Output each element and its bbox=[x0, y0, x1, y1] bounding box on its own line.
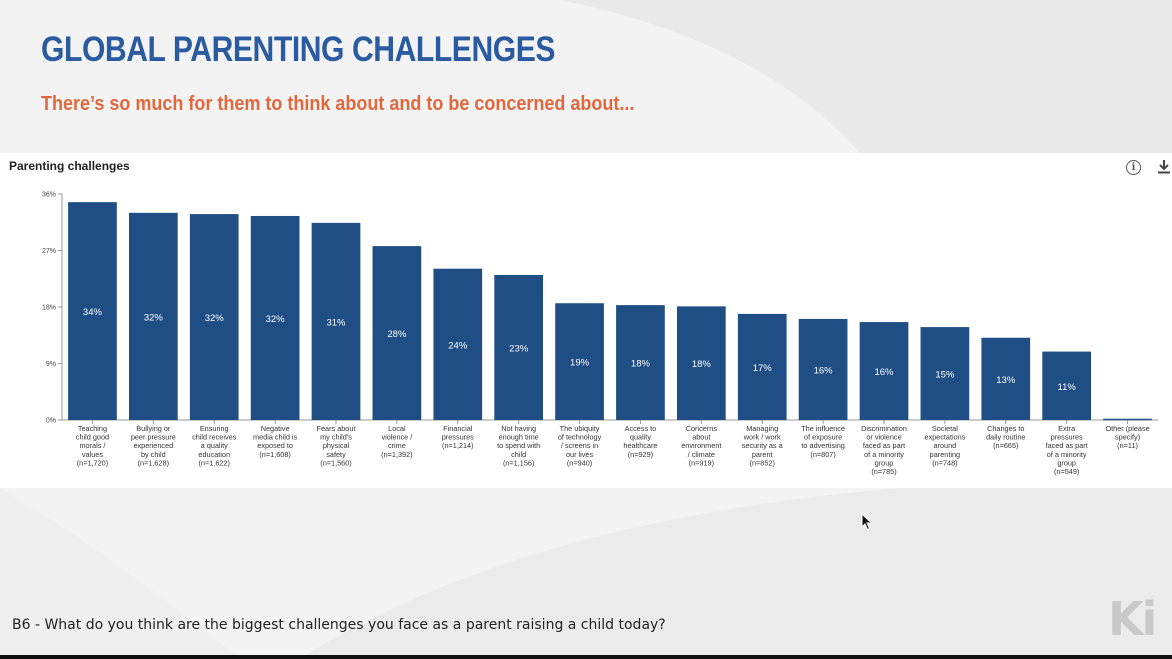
bar bbox=[920, 327, 970, 420]
bar bbox=[737, 313, 787, 420]
category-label: Ensuring child receives a quality education… bbox=[192, 424, 237, 467]
category-label: Other (please specify) (n=11) bbox=[1105, 424, 1149, 450]
bar bbox=[1042, 351, 1092, 420]
category-label: The influence of exposure to advertising (n… bbox=[801, 424, 845, 459]
bar bbox=[616, 305, 665, 420]
bar-value-label: 28% bbox=[387, 329, 407, 340]
y-tick-label: 36% bbox=[42, 192, 56, 199]
ki-logo: Ki bbox=[1108, 592, 1157, 646]
bar-value-label: 19% bbox=[570, 358, 590, 369]
bar-value-label: 24% bbox=[448, 340, 468, 351]
bar bbox=[433, 268, 483, 420]
bar-chart: 0% 9% 18% 27% 36% 34% Teaching child good morals… bbox=[42, 192, 1158, 476]
bar bbox=[798, 318, 848, 420]
category-label: Bullying or peer pressure experienced by ch… bbox=[131, 424, 176, 467]
category-label: Societal expectations around parenting (n=74… bbox=[924, 424, 965, 467]
bar-value-label: 16% bbox=[874, 367, 894, 378]
category-label: Discrimination or violence faced as part of… bbox=[861, 424, 907, 476]
bar-value-label: 23% bbox=[509, 343, 529, 354]
download-icon[interactable] bbox=[1157, 159, 1171, 174]
bar bbox=[311, 222, 361, 420]
category-label: Local violence / crime (n=1,392) bbox=[381, 424, 413, 459]
category-label: Fears about my child's physical safety (n=1,… bbox=[317, 424, 356, 467]
category-label: Managing work / work security as a parent (n… bbox=[742, 424, 784, 467]
y-tick-label: 9% bbox=[46, 361, 56, 368]
mouse-cursor-icon bbox=[861, 513, 873, 531]
bar bbox=[494, 274, 544, 420]
bar bbox=[372, 246, 422, 420]
bar bbox=[189, 214, 239, 420]
bottom-bar bbox=[0, 655, 1172, 659]
category-label: Financial pressures (n=1,214) bbox=[442, 424, 474, 450]
bar-value-label: 34% bbox=[83, 307, 103, 318]
y-tick-label: 0% bbox=[46, 418, 56, 425]
bar-value-label: 32% bbox=[205, 313, 225, 324]
slide-title: GLOBAL PARENTING CHALLENGES bbox=[41, 30, 556, 69]
bar bbox=[1103, 418, 1152, 421]
chart-panel: Parenting challenges i 0% 9% 18% 27% 36% 34% T… bbox=[0, 153, 1172, 488]
category-label: Extra pressures faced as part of a minority… bbox=[1046, 424, 1088, 476]
bar-value-label: 32% bbox=[144, 312, 164, 323]
bar bbox=[128, 212, 178, 420]
info-icon[interactable]: i bbox=[1126, 160, 1141, 175]
bar-value-label: 32% bbox=[266, 314, 286, 325]
bar bbox=[859, 322, 909, 420]
bar-value-label: 18% bbox=[631, 359, 651, 370]
bar-value-label: 17% bbox=[753, 363, 773, 374]
y-tick-label: 18% bbox=[42, 305, 56, 312]
category-label: Teaching child good morals / values (n=1,720… bbox=[76, 424, 109, 467]
category-label: Changes to daily routine (n=665) bbox=[986, 424, 1025, 450]
survey-question: B6 - What do you think are the biggest c… bbox=[12, 617, 666, 633]
y-tick-label: 27% bbox=[42, 248, 56, 255]
bar bbox=[676, 306, 726, 420]
bar-value-label: 18% bbox=[692, 359, 712, 370]
category-label: Negative media child is exposed to (n=1,608… bbox=[253, 424, 298, 459]
slide-subtitle: There’s so much for them to think about … bbox=[41, 93, 635, 115]
bar-value-label: 31% bbox=[326, 317, 346, 328]
bar-value-label: 11% bbox=[1058, 382, 1077, 393]
bar bbox=[250, 215, 300, 420]
category-label: Access to quality healthcare (n=929) bbox=[623, 424, 657, 459]
bar bbox=[555, 303, 604, 420]
bar-value-label: 13% bbox=[996, 375, 1016, 386]
category-label: Not having enough time to spend with child(… bbox=[497, 424, 540, 467]
category-label: The ubiquity of technology / screens in our… bbox=[558, 424, 602, 467]
bar-value-label: 16% bbox=[814, 365, 834, 376]
category-label: Concerns about environment / climate (n=919) bbox=[681, 424, 721, 467]
bar bbox=[981, 337, 1031, 420]
chart-title: Parenting challenges bbox=[9, 159, 130, 173]
bar-value-label: 15% bbox=[935, 370, 955, 381]
bar bbox=[68, 202, 117, 420]
